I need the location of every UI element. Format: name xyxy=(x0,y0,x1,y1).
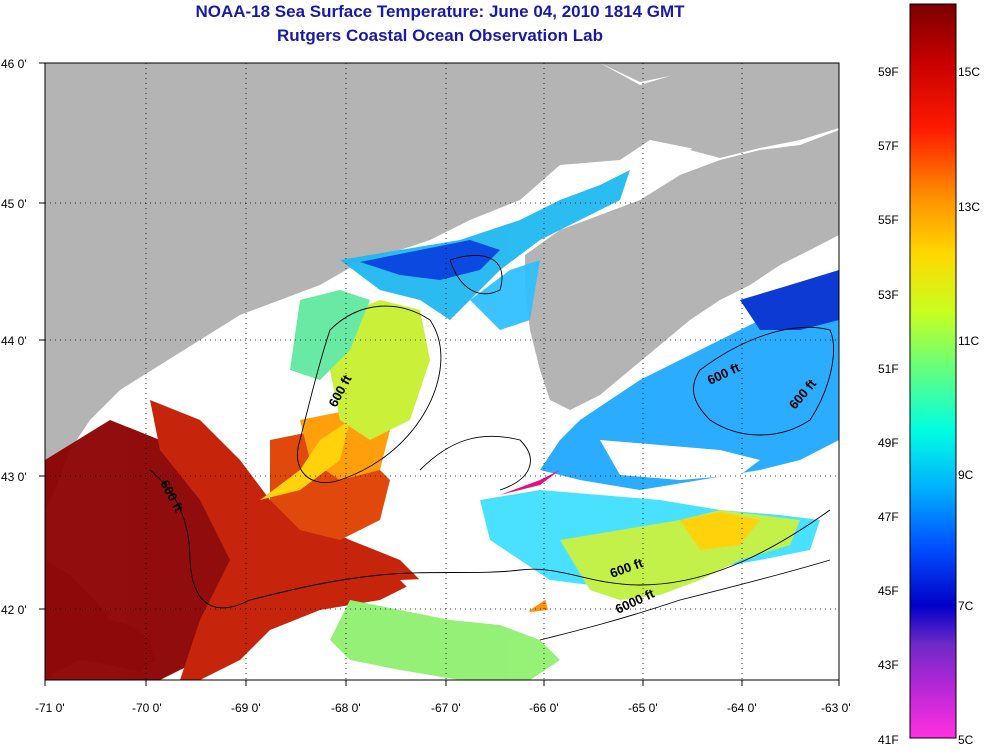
lat-tick-label: 44 0' xyxy=(1,334,27,348)
lat-tick-label: 45 0' xyxy=(1,197,27,211)
lon-tick-label: -66 0' xyxy=(529,701,559,715)
latitude-labels: 46 0' 45 0' 44 0' 43 0' 42 0' xyxy=(1,57,27,617)
lon-tick-label: -65 0' xyxy=(628,701,658,715)
colorbar-f-label: 55F xyxy=(878,213,899,227)
lon-tick-label: -68 0' xyxy=(331,701,361,715)
map-area: 600 ft 600 ft 600 ft 600 ft 600 ft 6000 … xyxy=(45,63,839,680)
lon-tick-label: -64 0' xyxy=(727,701,757,715)
colorbar-c-label: 15C xyxy=(958,65,980,79)
sst-overlay xyxy=(45,170,839,680)
colorbar-f-label: 53F xyxy=(878,288,899,302)
colorbar-f-label: 41F xyxy=(878,733,899,747)
lat-tick-label: 43 0' xyxy=(1,470,27,484)
land-new-brunswick xyxy=(600,63,839,158)
lat-tick-label: 46 0' xyxy=(1,57,27,71)
map-frame xyxy=(44,62,840,681)
map-subtitle: Rutgers Coastal Ocean Observation Lab xyxy=(277,26,603,45)
map-title: NOAA-18 Sea Surface Temperature: June 04… xyxy=(195,2,685,21)
colorbar-f-label: 45F xyxy=(878,584,899,598)
lon-tick-label: -69 0' xyxy=(231,701,261,715)
lon-tick-label: -63 0' xyxy=(821,701,851,715)
colorbar-c-label: 7C xyxy=(958,599,974,613)
colorbar: 59F 57F 55F 53F 51F 49F 47F 45F 43F 41F … xyxy=(878,3,980,747)
bathymetry-contours xyxy=(149,255,834,641)
colorbar-gradient xyxy=(909,3,957,739)
colorbar-f-label: 59F xyxy=(878,65,899,79)
colorbar-f-label: 47F xyxy=(878,510,899,524)
colorbar-f-label: 49F xyxy=(878,436,899,450)
colorbar-f-label: 57F xyxy=(878,139,899,153)
axis-ticks xyxy=(39,62,840,686)
colorbar-c-label: 9C xyxy=(958,468,974,482)
lon-tick-label: -70 0' xyxy=(132,701,162,715)
land-mainland xyxy=(45,63,745,510)
colorbar-f-label: 43F xyxy=(878,658,899,672)
colorbar-c-label: 5C xyxy=(958,733,974,747)
lon-tick-label: -67 0' xyxy=(431,701,461,715)
colorbar-c-label: 13C xyxy=(958,200,980,214)
colorbar-f-label: 51F xyxy=(878,362,899,376)
colorbar-c-label: 11C xyxy=(958,334,979,348)
land-nova-scotia xyxy=(525,130,839,410)
lat-tick-label: 42 0' xyxy=(1,603,27,617)
longitude-labels: -71 0' -70 0' -69 0' -68 0' -67 0' -66 0… xyxy=(35,701,851,715)
lon-tick-label: -71 0' xyxy=(35,701,65,715)
